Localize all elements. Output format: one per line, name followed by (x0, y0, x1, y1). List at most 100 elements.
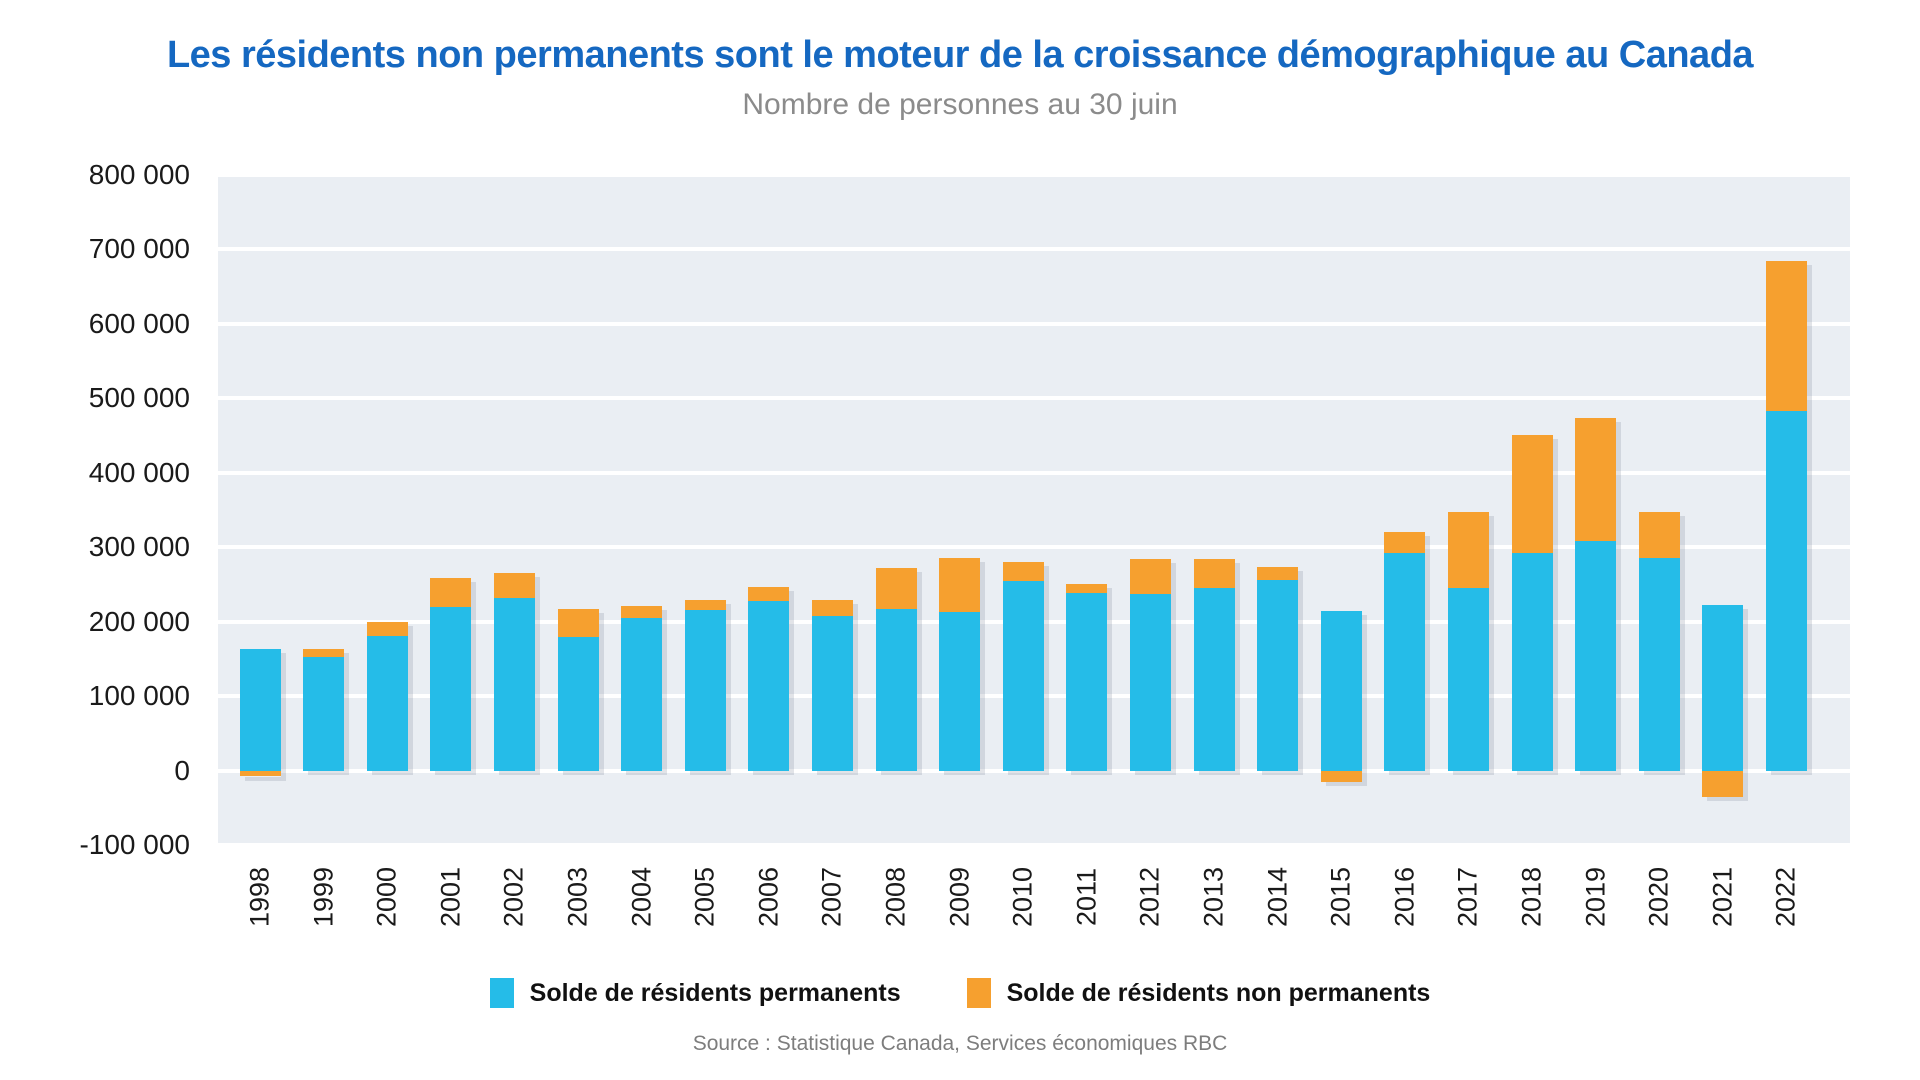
x-tick-label: 1999 (308, 866, 339, 928)
x-tick-label: 2019 (1580, 866, 1611, 928)
y-tick-label: 700 000 (88, 233, 190, 265)
legend-item-permanent: Solde de résidents permanents (489, 978, 901, 1008)
bar-group-2014 (1257, 566, 1299, 771)
x-tick-label: 2010 (1007, 866, 1038, 928)
bar-segment-nonpermanent (1257, 566, 1299, 580)
bar-segment-permanent (1002, 581, 1044, 771)
page-subtitle: Nombre de personnes au 30 juin (742, 88, 1178, 121)
bar-segment-permanent (875, 609, 917, 771)
bar-segment-nonpermanent (430, 578, 472, 607)
gridline (218, 173, 1850, 177)
bar-group-2005 (684, 600, 726, 771)
bar-segment-nonpermanent (1002, 562, 1044, 582)
x-tick-label: 2017 (1452, 866, 1483, 928)
gridline (218, 396, 1850, 401)
legend-swatch-permanent (489, 978, 514, 1008)
bar-segment-nonpermanent (939, 557, 981, 612)
x-tick-label: 2002 (498, 866, 529, 928)
bar-group-1998 (239, 649, 281, 777)
bar-segment-permanent (1702, 605, 1744, 771)
bar-segment-nonpermanent (557, 609, 599, 637)
bar-segment-nonpermanent (1575, 417, 1617, 542)
bar-group-2002 (493, 573, 535, 771)
bar-segment-nonpermanent (811, 600, 853, 617)
gridline (218, 768, 1850, 773)
bar-group-2006 (748, 587, 790, 771)
bar-group-2011 (1066, 584, 1108, 771)
bar-segment-nonpermanent (239, 770, 281, 777)
bar-segment-permanent (493, 597, 535, 771)
bar-group-1999 (303, 649, 345, 771)
y-tick-label: 300 000 (88, 531, 190, 563)
bar-segment-permanent (239, 649, 281, 771)
y-tick-label: 400 000 (88, 456, 190, 488)
bar-segment-nonpermanent (303, 649, 345, 657)
bar-segment-permanent (939, 611, 981, 771)
bar-segment-nonpermanent (684, 600, 726, 611)
bar-group-2007 (811, 600, 853, 771)
x-tick-label: 2015 (1325, 866, 1356, 928)
bar-group-2015 (1320, 611, 1362, 782)
y-tick-label: 200 000 (88, 605, 190, 637)
bar-segment-permanent (1066, 593, 1108, 771)
x-tick-label: 1998 (244, 866, 275, 928)
bar-group-2009 (939, 557, 981, 771)
legend-swatch-nonpermanent (966, 978, 991, 1008)
bar-segment-permanent (748, 600, 790, 771)
bar-segment-nonpermanent (1129, 559, 1171, 595)
bar-group-2012 (1129, 559, 1171, 771)
x-tick-label: 2006 (753, 866, 784, 928)
bar-segment-permanent (1320, 611, 1362, 771)
x-tick-label: 2000 (371, 866, 402, 928)
bar-group-2018 (1511, 434, 1553, 771)
x-tick-label: 2003 (562, 866, 593, 928)
bar-group-2021 (1702, 605, 1744, 797)
bar-segment-nonpermanent (1384, 532, 1426, 554)
x-tick-label: 2020 (1643, 866, 1674, 928)
bar-group-2013 (1193, 559, 1235, 771)
bar-segment-nonpermanent (1765, 260, 1807, 411)
bar-segment-permanent (1193, 588, 1235, 771)
bar-segment-permanent (1384, 553, 1426, 771)
y-tick-label: 0 (174, 754, 190, 786)
bar-segment-permanent (684, 610, 726, 771)
bar-segment-permanent (303, 656, 345, 771)
y-tick-label: 600 000 (88, 307, 190, 339)
plot-area (218, 173, 1850, 847)
bar-segment-nonpermanent (1320, 770, 1362, 782)
gridline (218, 321, 1850, 326)
bar-segment-permanent (1638, 558, 1680, 771)
bar-segment-nonpermanent (1066, 584, 1108, 594)
y-tick-label: -100 000 (79, 829, 190, 860)
x-tick-label: 2004 (626, 866, 657, 928)
gridline (218, 545, 1850, 550)
x-axis: 1998 1999 2000 2001 2002 2003 2004 2005 2006 2007… (218, 845, 1850, 955)
bar-segment-nonpermanent (1447, 512, 1489, 589)
x-tick-label: 2011 (1071, 867, 1102, 927)
legend-label-nonpermanent: Solde de résidents non permanents (1006, 978, 1431, 1007)
x-tick-label: 2014 (1262, 866, 1293, 928)
y-tick-label: 800 000 (88, 159, 190, 190)
x-tick-label: 2016 (1389, 866, 1420, 928)
legend: Solde de résidents permanents Solde de r… (0, 978, 1920, 1008)
x-tick-label: 2022 (1770, 866, 1801, 928)
bar-segment-permanent (1765, 410, 1807, 771)
y-tick-label: 100 000 (88, 680, 190, 712)
bar-segment-nonpermanent (493, 573, 535, 598)
bar-segment-permanent (621, 617, 663, 771)
bar-segment-nonpermanent (621, 606, 663, 618)
bar-segment-permanent (1511, 553, 1553, 771)
bar-segment-nonpermanent (1193, 559, 1235, 589)
bar-segment-permanent (1257, 579, 1299, 771)
x-tick-label: 2021 (1707, 866, 1738, 928)
bar-group-2022 (1765, 260, 1807, 771)
bar-group-2004 (621, 606, 663, 771)
bar-segment-permanent (557, 636, 599, 771)
bar-segment-permanent (1447, 588, 1489, 771)
x-tick-label: 2018 (1516, 866, 1547, 928)
x-tick-label: 2008 (880, 866, 911, 928)
bar-group-2020 (1638, 512, 1680, 771)
gridline (218, 843, 1850, 847)
source-note: Source : Statistique Canada, Services éc… (692, 1032, 1228, 1055)
y-axis: 800 000 700 000 600 000 500 000 400 000 300 0… (0, 159, 190, 860)
